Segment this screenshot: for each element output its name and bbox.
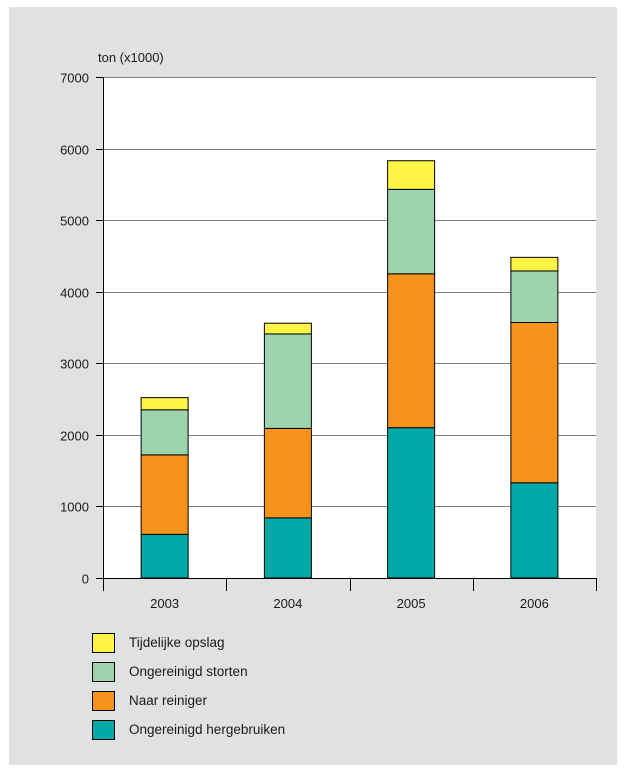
legend-item-ongereinigd-storten: Ongereinigd storten	[92, 657, 285, 686]
bar-segment-ongereinigd-hergebruiken-2004	[263, 517, 312, 579]
legend: Tijdelijke opslag Ongereinigd storten Naar…	[92, 628, 285, 744]
y-tick-label: 3000	[60, 357, 89, 372]
x-axis-ticks: 2003 2004 2005 2006	[103, 578, 597, 611]
legend-item-ongereinigd-hergebruiken: Ongereinigd hergebruiken	[92, 715, 285, 744]
bar-segment-ongereinigd-hergebruiken-2005	[387, 427, 436, 579]
y-axis-label: ton (x1000)	[98, 50, 164, 65]
y-tick-label: 2000	[60, 429, 89, 444]
bar-segment-naar-reiniger-2006	[510, 321, 559, 484]
x-tick-label: 2006	[520, 596, 549, 611]
y-tick-label: 1000	[60, 500, 89, 515]
bar-segment-ongereinigd-storten-2005	[387, 188, 436, 275]
legend-item-naar-reiniger: Naar reiniger	[92, 686, 285, 715]
bar-segment-naar-reiniger-2004	[263, 427, 312, 519]
legend-label: Ongereinigd hergebruiken	[129, 722, 286, 737]
y-tick-label: 7000	[60, 71, 89, 86]
legend-label: Tijdelijke opslag	[129, 635, 225, 650]
legend-swatch	[92, 661, 115, 682]
y-tick-label: 6000	[60, 143, 89, 158]
legend-swatch	[92, 632, 115, 653]
bar-segment-tijdelijke-opslag-2003	[140, 397, 189, 411]
legend-label: Naar reiniger	[129, 693, 208, 708]
x-tick-label: 2005	[397, 596, 426, 611]
bar-segment-ongereinigd-storten-2004	[263, 333, 312, 429]
legend-item-tijdelijke-opslag: Tijdelijke opslag	[92, 628, 285, 657]
bar-segment-ongereinigd-storten-2006	[510, 270, 559, 323]
bar-segment-naar-reiniger-2003	[140, 454, 189, 535]
legend-label: Ongereinigd storten	[129, 664, 248, 679]
bar-segment-ongereinigd-storten-2003	[140, 409, 189, 456]
x-tick-label: 2004	[273, 596, 302, 611]
y-tick-label: 4000	[60, 286, 89, 301]
x-tick-label: 2003	[150, 596, 179, 611]
y-tick-label: 5000	[60, 214, 89, 229]
axes	[103, 77, 596, 579]
bar-segment-tijdelijke-opslag-2005	[387, 160, 436, 190]
y-axis-ticks: 0 1000 2000 3000 4000 5000 6000 7000	[60, 71, 103, 587]
bar-segment-ongereinigd-hergebruiken-2006	[510, 482, 559, 579]
legend-swatch	[92, 690, 115, 711]
bar-segment-naar-reiniger-2005	[387, 273, 436, 429]
y-tick-label: 0	[82, 572, 89, 587]
bar-segment-tijdelijke-opslag-2006	[510, 256, 559, 272]
bars	[140, 160, 559, 579]
bar-segment-ongereinigd-hergebruiken-2003	[140, 533, 189, 579]
legend-swatch	[92, 719, 115, 740]
bar-segment-tijdelijke-opslag-2004	[263, 322, 312, 335]
